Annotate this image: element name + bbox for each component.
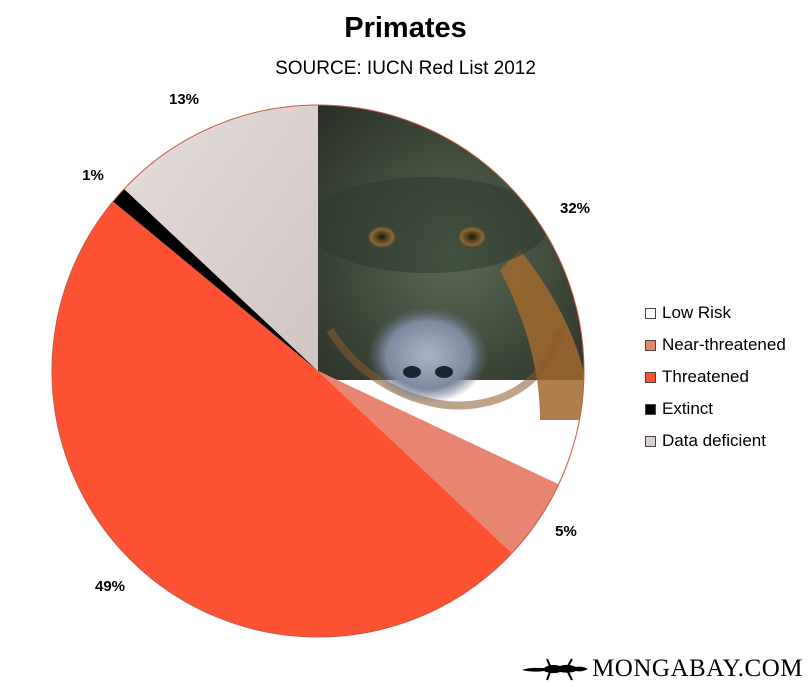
legend-label: Low Risk [662, 303, 731, 322]
chart-title: Primates [344, 12, 467, 44]
legend: Low Risk Near-threatened Threatened Exti… [645, 297, 786, 457]
legend-item: Near-threatened [645, 329, 786, 361]
brand-name: MONGABAY.COM [592, 655, 803, 682]
pie-slices [51, 104, 585, 638]
slice-label-data-deficient: 13% [169, 91, 199, 108]
legend-item: Extinct [645, 393, 786, 425]
gecko-icon [522, 658, 589, 681]
chart-subtitle: SOURCE: IUCN Red List 2012 [275, 58, 536, 79]
brand-logo: MONGABAY.COM [520, 655, 803, 683]
legend-swatch-low-risk [645, 307, 656, 319]
slice-label-threatened: 49% [95, 578, 125, 595]
pie-slice-data-deficient [124, 105, 318, 371]
legend-label: Data deficient [662, 431, 766, 450]
pie-slice-threatened [51, 201, 512, 638]
pie-outline [51, 104, 585, 638]
legend-label: Threatened [662, 367, 749, 386]
pie-slice-extinct [113, 188, 318, 371]
legend-swatch-data-deficient [645, 435, 656, 447]
legend-swatch-near-threatened [645, 339, 656, 351]
legend-item: Threatened [645, 361, 786, 393]
legend-swatch-threatened [645, 371, 656, 383]
legend-label: Near-threatened [662, 335, 786, 354]
legend-item: Low Risk [645, 297, 786, 329]
pie-slice-labels: 32% 5% 49% 1% 13% [82, 91, 590, 595]
pie-slice-low-risk [318, 105, 584, 420]
slice-label-low-risk: 32% [560, 200, 590, 217]
legend-label: Extinct [662, 399, 714, 418]
slice-label-near-threatened: 5% [555, 523, 577, 540]
slice-label-extinct: 1% [82, 167, 104, 184]
legend-swatch-extinct [645, 403, 656, 415]
pie-slice-near-threatened [318, 371, 559, 554]
legend-item: Data deficient [645, 425, 786, 457]
